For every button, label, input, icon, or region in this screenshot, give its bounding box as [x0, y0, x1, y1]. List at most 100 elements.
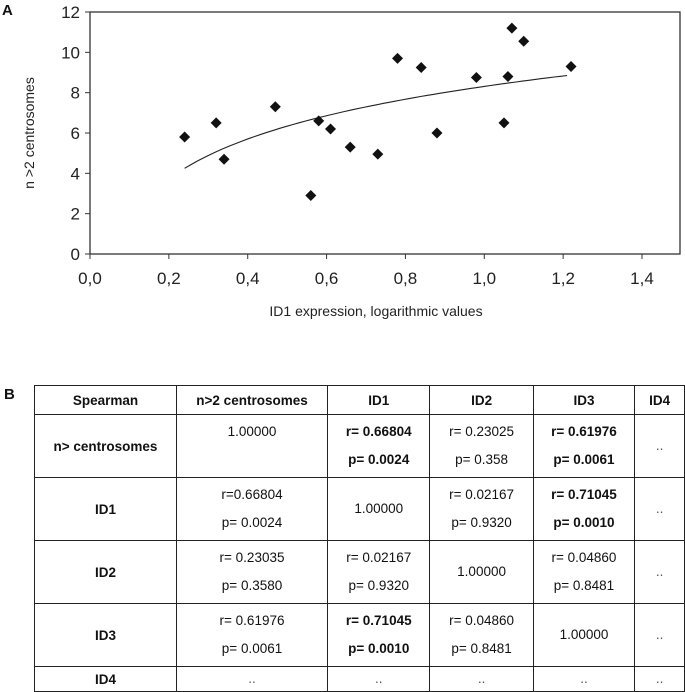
- y-tick-label: 10: [61, 43, 80, 62]
- row-header: ID3: [34, 603, 177, 667]
- cell-text: p= 0.358: [455, 452, 509, 467]
- panel-a-label: A: [2, 2, 13, 19]
- column-header: Spearman: [34, 385, 177, 415]
- table-cell: ..: [429, 666, 534, 692]
- x-tick-label: 0,0: [78, 269, 102, 288]
- cell-text: r= 0.02167: [449, 487, 515, 502]
- cell-text: r= 0.71045: [551, 487, 617, 502]
- data-point: [344, 141, 356, 153]
- cell-text: 1.00000: [559, 627, 609, 642]
- cell-text: 1.00000: [354, 501, 404, 516]
- cell-text: 1.00000: [457, 564, 506, 579]
- data-point: [179, 131, 191, 143]
- y-tick-label: 12: [61, 3, 80, 22]
- table-row: ID4..........: [34, 666, 685, 692]
- cell-text: r= 0.23035: [219, 550, 285, 565]
- data-point: [506, 22, 518, 34]
- table-cell: r= 0.61976 p= 0.0061: [175, 603, 329, 667]
- x-tick-label: 0,2: [157, 269, 181, 288]
- panel-b-label: B: [4, 386, 15, 403]
- data-point: [218, 153, 230, 165]
- x-tick-label: 0,6: [315, 269, 339, 288]
- cell-text: r= 0.71045: [345, 613, 412, 628]
- data-point: [565, 60, 577, 72]
- scatter-chart: 0,0 0,2 0,4 0,6 0,8 1,0 1,2 1,4 0 2 4 6 8 10 12 ID1 exp…: [21, 3, 681, 319]
- table-cell: r= 0.02167 p= 0.9320: [429, 477, 534, 541]
- data-point: [372, 148, 384, 160]
- cell-text: r= 0.04860: [449, 613, 515, 628]
- table-cell: 1.00000: [532, 603, 636, 667]
- x-tick-label: 1,0: [472, 269, 496, 288]
- x-tick-label: 1,2: [551, 269, 575, 288]
- cell-text: r= 0.61976: [551, 424, 617, 439]
- data-point: [210, 117, 222, 129]
- data-point: [269, 101, 281, 113]
- data-point: [431, 127, 443, 139]
- data-point: [313, 115, 325, 127]
- data-point: [470, 72, 482, 84]
- cell-text: ..: [655, 564, 664, 579]
- y-tick-label: 6: [71, 124, 80, 143]
- table-cell: r= 0.23035 p= 0.3580: [175, 540, 329, 604]
- table-cell: ..: [175, 666, 329, 692]
- row-header: ID1: [34, 477, 177, 541]
- table-cell: r= 0.04860 p= 0.8481: [429, 603, 534, 667]
- x-axis-label: ID1 expression, logarithmic values: [269, 303, 482, 319]
- cell-text: p= 0.0061: [553, 452, 615, 467]
- x-tick-label: 1,4: [630, 269, 654, 288]
- data-point: [498, 117, 510, 129]
- cell-text: r= 0.02167: [346, 550, 412, 565]
- table-cell: r= 0.04860 p= 0.8481: [532, 540, 636, 604]
- cell-text: p= 0.8481: [451, 641, 512, 656]
- cell-text: p= 0.0024: [348, 452, 410, 467]
- y-tick-label: 4: [71, 164, 80, 183]
- trendline: [184, 74, 568, 169]
- cell-text: ..: [655, 438, 664, 453]
- column-header: ID1: [327, 385, 431, 415]
- y-tick-label: 2: [71, 205, 80, 224]
- cell-text: p= 0.3580: [221, 578, 283, 593]
- data-point: [392, 52, 404, 64]
- cell-text: 1.00000: [227, 424, 277, 439]
- table-cell: r= 0.23025 p= 0.358: [429, 414, 534, 478]
- data-point: [502, 71, 514, 83]
- cell-text: r= 0.66804: [345, 424, 412, 439]
- cell-text: ..: [655, 501, 664, 516]
- table-cell: r= 0.71045 p= 0.0010: [532, 477, 636, 541]
- table-cell: 1.00000: [327, 477, 431, 541]
- table-row: ID3 r= 0.61976 p= 0.0061 r= 0.71045 p= 0.001…: [34, 603, 685, 667]
- cell-text: p= 0.8481: [553, 578, 615, 593]
- data-point: [305, 190, 317, 202]
- table-header-row: Spearman n>2 centrosomes ID1 ID2 ID3 ID4: [34, 385, 685, 415]
- cell-text: ..: [655, 627, 664, 642]
- table-cell: ..: [532, 666, 636, 692]
- table-cell: r=0.66804 p= 0.0024: [175, 477, 329, 541]
- y-axis-label: n >2 centrosomes: [21, 77, 37, 189]
- table-cell: 1.00000: [429, 540, 534, 604]
- column-header: n>2 centrosomes: [175, 385, 329, 415]
- column-header: ID3: [532, 385, 636, 415]
- cell-text: r= 0.04860: [551, 550, 617, 565]
- y-tick-label: 0: [71, 245, 80, 264]
- cell-text: p= 0.9320: [451, 515, 512, 530]
- plot-frame: [89, 11, 681, 255]
- column-header: ID4: [634, 385, 685, 415]
- row-header: n> centrosomes: [34, 414, 177, 478]
- x-tick-label: 0,8: [394, 269, 418, 288]
- cell-text: r= 0.61976: [219, 613, 285, 628]
- table-row: n> centrosomes 1.00000 r= 0.66804 p= 0.0024…: [34, 414, 685, 478]
- column-header: ID2: [429, 385, 534, 415]
- x-tick-label: 0,4: [236, 269, 260, 288]
- cell-text: p= 0.0061: [221, 641, 283, 656]
- data-point: [325, 123, 337, 135]
- cell-text: p= 0.0010: [553, 515, 615, 530]
- cell-text: p= 0.0010: [348, 641, 410, 656]
- data-point: [518, 35, 530, 47]
- table-cell: ..: [634, 477, 685, 541]
- spearman-table: Spearman n>2 centrosomes ID1 ID2 ID3 ID4 n> c…: [34, 385, 685, 692]
- cell-text: r=0.66804: [221, 487, 283, 502]
- table-cell: ..: [634, 414, 685, 478]
- cell-text: r= 0.23025: [449, 424, 515, 439]
- table-cell: 1.00000: [175, 414, 329, 478]
- row-header: ID4: [34, 666, 177, 692]
